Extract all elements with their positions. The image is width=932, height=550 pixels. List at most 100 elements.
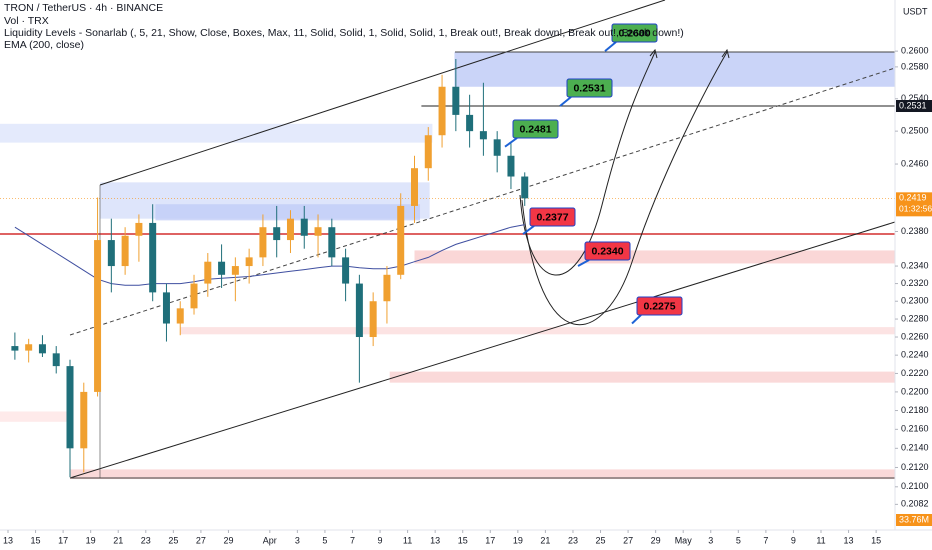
arrow-head: [649, 48, 658, 59]
x-tick-label: 23: [141, 535, 151, 545]
candle-body: [218, 261, 226, 275]
x-tick-label: 13: [3, 535, 13, 545]
x-tick-label: 25: [168, 535, 178, 545]
x-tick-label: 21: [540, 535, 550, 545]
arrow-head: [721, 48, 730, 59]
volume-tag-label: 33.76M: [899, 514, 929, 524]
y-tick-label: 0.2240: [901, 350, 929, 360]
y-tick-label: 0.2160: [901, 424, 929, 434]
x-tick-label: 7: [350, 535, 355, 545]
candle-body: [286, 218, 294, 241]
x-tick-label: May: [675, 535, 693, 545]
liquidity-zone: [414, 250, 895, 264]
price-tag-label: 0.2419: [899, 193, 927, 203]
lower-channel: [69, 221, 896, 479]
x-tick-label: 25: [596, 535, 606, 545]
callout-label: 0.2600: [618, 27, 650, 39]
y-tick-label: 0.2220: [901, 368, 929, 378]
callout-label: 0.2377: [536, 211, 568, 223]
projection-arc: [519, 51, 656, 276]
x-tick-label: 23: [568, 535, 578, 545]
liquidity-zone: [70, 469, 896, 480]
x-tick-label: 5: [322, 535, 327, 545]
candle-body: [204, 261, 212, 284]
y-tick-label: 0.2200: [901, 386, 929, 396]
drawings: [69, 0, 896, 479]
y-tick-label: 0.2180: [901, 405, 929, 415]
x-tick-label: 29: [223, 535, 233, 545]
candle-body: [149, 222, 157, 293]
candle-body: [452, 86, 460, 115]
callout-pointer: [504, 137, 518, 148]
callout-box: [636, 296, 683, 316]
candle-body: [94, 240, 102, 392]
price-tag: [896, 100, 932, 113]
y-tick-label: 0.2260: [901, 331, 929, 341]
candle-body: [11, 346, 19, 351]
callout-label: 0.2340: [591, 245, 623, 257]
candle-body: [245, 257, 253, 267]
candle-body: [328, 227, 336, 258]
candle-body: [410, 168, 418, 206]
callout-label: 0.2481: [519, 123, 551, 135]
liquidity-zone: [0, 123, 433, 143]
x-tick-label: Apr: [263, 535, 277, 545]
candle-body: [162, 292, 170, 324]
x-tick-label: 11: [403, 535, 412, 545]
candle-body: [383, 274, 391, 302]
candle-body: [300, 218, 308, 236]
candle-body: [176, 308, 184, 324]
callout-label: 0.2531: [573, 82, 605, 94]
candle-body: [466, 114, 474, 132]
x-tick-label: 9: [378, 535, 383, 545]
liquidity-zone: [389, 371, 895, 383]
price-tag-label: 0.2531: [899, 100, 927, 110]
y-tick-label: 0.2300: [901, 296, 929, 306]
candle-body: [38, 344, 46, 354]
candle-body: [369, 301, 377, 338]
y-tick-label: 0.2082: [901, 499, 929, 509]
x-tick-label: 13: [430, 535, 440, 545]
callout-box: [512, 119, 559, 139]
projection-arc: [521, 51, 728, 326]
callout-pointer: [577, 259, 590, 267]
x-tick-label: 15: [31, 535, 41, 545]
x-tick-label: 19: [86, 535, 96, 545]
liquidity-zone: [0, 411, 71, 422]
liquidity-zone: [180, 327, 896, 335]
x-tick-label: 15: [458, 535, 468, 545]
candle-body: [231, 266, 239, 275]
candle-body: [438, 86, 446, 136]
x-tick-label: 13: [844, 535, 854, 545]
x-tick-label: 19: [513, 535, 523, 545]
upper-channel: [99, 0, 666, 186]
candles: [11, 58, 529, 478]
x-tick-label: 9: [791, 535, 796, 545]
y-tick-label: 0.2380: [901, 226, 929, 236]
x-tick-label: 29: [651, 535, 661, 545]
candle-body: [479, 131, 487, 140]
candle-body: [107, 240, 115, 267]
x-tick-label: 17: [485, 535, 495, 545]
candle-body: [507, 155, 515, 177]
candle-body: [493, 139, 501, 156]
x-tick-label: 11: [816, 535, 825, 545]
callout-label: 0.2275: [643, 300, 675, 312]
candle-body: [273, 227, 281, 241]
y-tick-label: 0.2100: [901, 481, 929, 491]
callout-box: [584, 241, 631, 261]
price-tag: [896, 192, 932, 217]
candle-body: [80, 391, 88, 449]
x-tick-label: 3: [295, 535, 300, 545]
y-tick-label: 0.2280: [901, 313, 929, 323]
callout-box: [611, 23, 658, 43]
liquidity-zone: [155, 204, 421, 221]
candle-body: [397, 205, 405, 275]
y-tick-label: 0.2500: [901, 126, 929, 136]
volume-legend: Vol · TRX: [4, 15, 49, 27]
candle-body: [121, 235, 129, 267]
axes: 0.2600 0.2580 0.2540 0.2500 0.2460 0.2380 0.23…: [3, 46, 932, 545]
candle-body: [66, 366, 74, 449]
y-tick-label: 0.2320: [901, 278, 929, 288]
